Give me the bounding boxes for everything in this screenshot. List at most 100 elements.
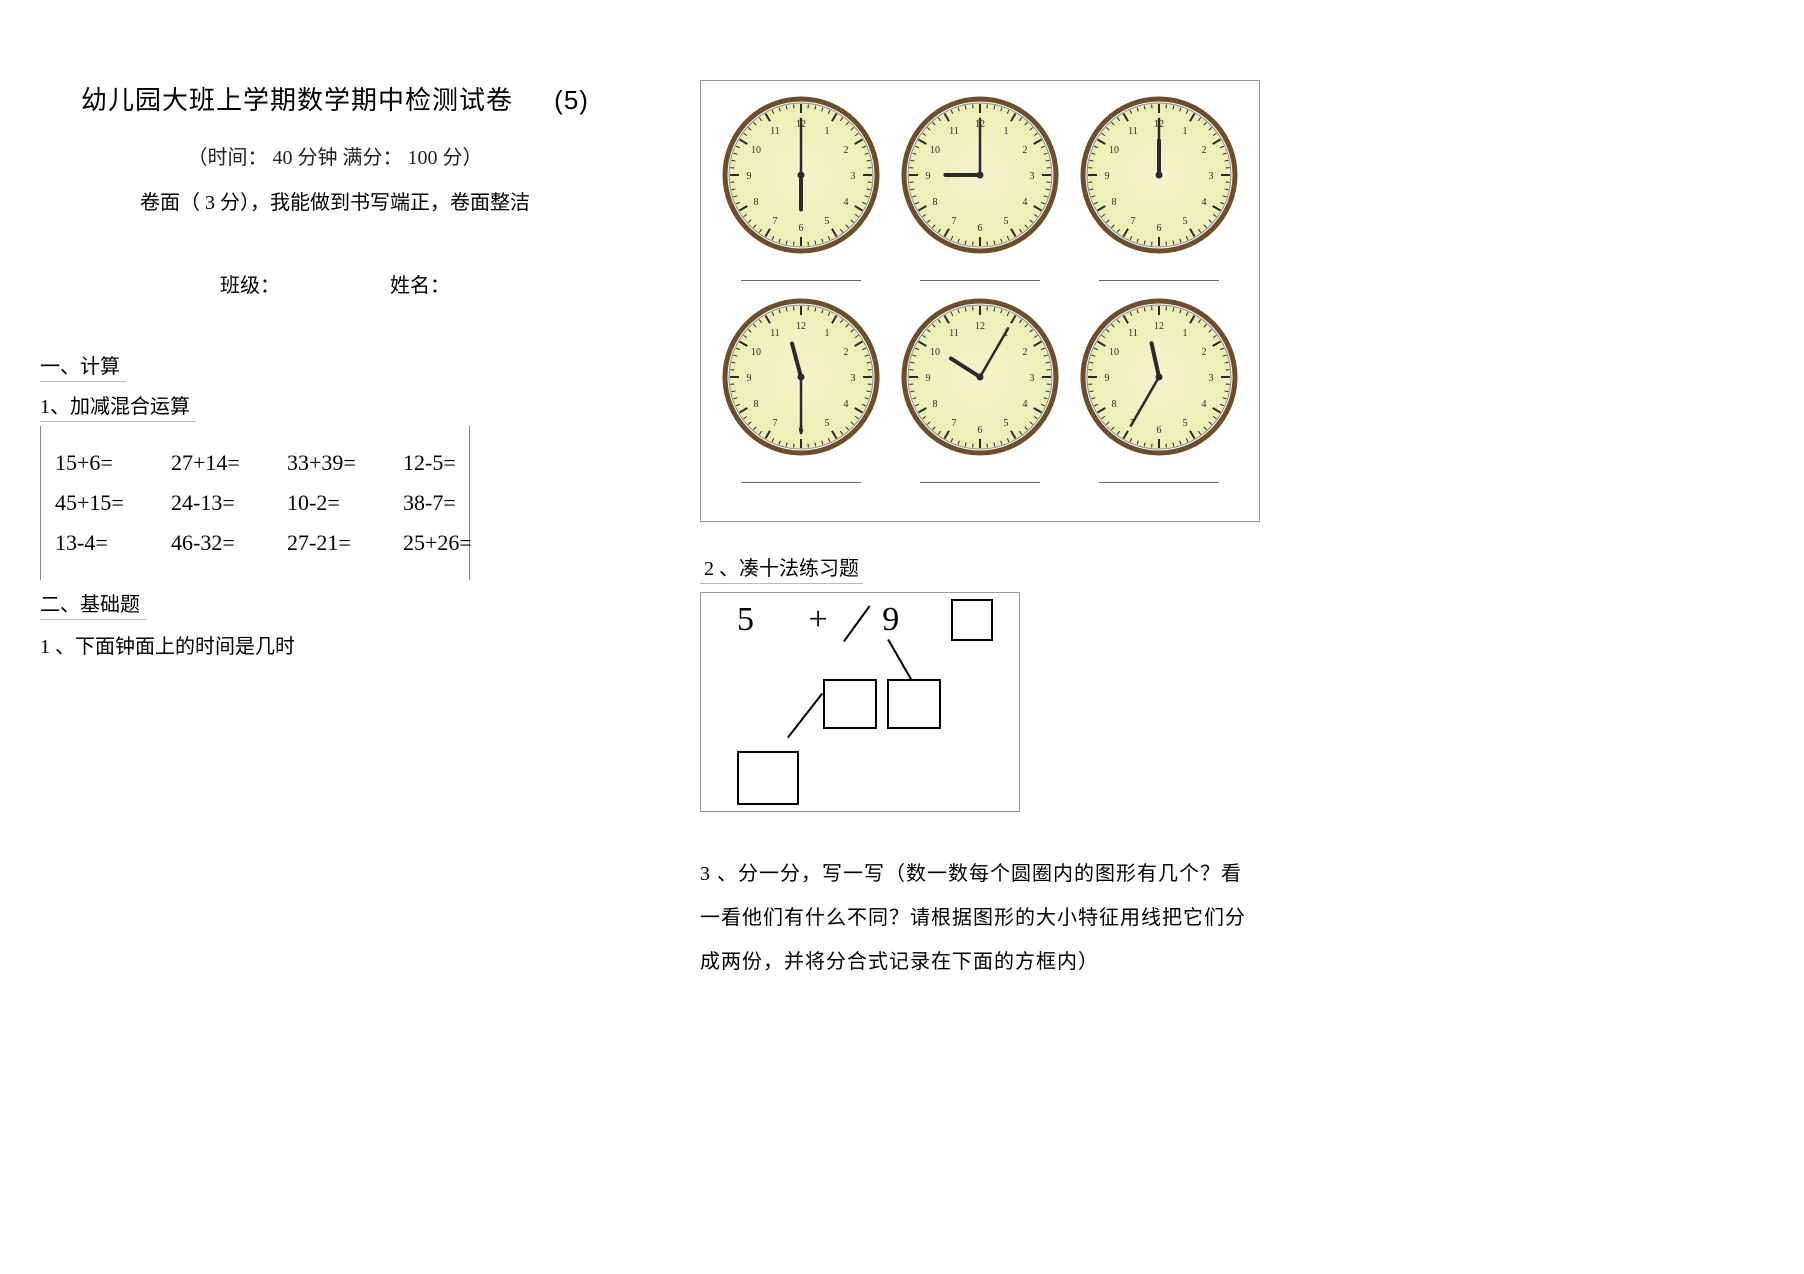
class-label: 班级： bbox=[220, 269, 280, 298]
svg-text:5: 5 bbox=[1003, 216, 1008, 227]
svg-text:3: 3 bbox=[850, 373, 855, 384]
answer-box bbox=[887, 679, 941, 729]
split-line bbox=[887, 639, 912, 680]
question-maketen-label: 2 、凑十法练习题 bbox=[700, 550, 863, 584]
arith-cell: 27+14= bbox=[171, 450, 257, 476]
svg-text:1: 1 bbox=[1183, 126, 1188, 137]
svg-text:11: 11 bbox=[949, 328, 959, 339]
svg-text:4: 4 bbox=[1023, 197, 1028, 208]
question-3-text: 3 、分一分，写一写（数一数每个圆圈内的图形有几个？看一看他们有什么不同？请根据… bbox=[700, 852, 1260, 984]
svg-text:12: 12 bbox=[796, 321, 806, 332]
arith-cell: 15+6= bbox=[55, 450, 141, 476]
svg-text:9: 9 bbox=[746, 171, 751, 182]
clock-cell: 123456789101112 bbox=[900, 297, 1060, 493]
svg-text:10: 10 bbox=[930, 145, 940, 156]
clock-icon: 123456789101112 bbox=[721, 95, 881, 255]
arith-row: 45+15=24-13=10-2=38-7= bbox=[55, 490, 455, 516]
svg-text:7: 7 bbox=[951, 216, 956, 227]
svg-text:10: 10 bbox=[751, 145, 761, 156]
title-text: 幼儿园大班上学期数学期中检测试卷 bbox=[81, 85, 513, 115]
svg-text:5: 5 bbox=[824, 216, 829, 227]
svg-text:11: 11 bbox=[770, 328, 780, 339]
clock-cell: 123456789101112 bbox=[721, 297, 881, 493]
arith-cell: 12-5= bbox=[403, 450, 489, 476]
plus-sign: + bbox=[809, 601, 830, 638]
svg-text:9: 9 bbox=[1105, 373, 1110, 384]
svg-text:2: 2 bbox=[843, 347, 848, 358]
svg-text:1: 1 bbox=[1183, 328, 1188, 339]
svg-text:4: 4 bbox=[1202, 197, 1207, 208]
svg-text:5: 5 bbox=[1003, 418, 1008, 429]
svg-text:12: 12 bbox=[975, 321, 985, 332]
svg-text:11: 11 bbox=[1128, 126, 1138, 137]
clock-icon: 123456789101112 bbox=[1079, 95, 1239, 255]
neatness-line: 卷面（ 3 分），我能做到书写端正，卷面整洁 bbox=[40, 186, 630, 215]
clock-answer-line bbox=[920, 482, 1040, 483]
question-clock-label: 1 、下面钟面上的时间是几时 bbox=[40, 630, 630, 659]
clock-icon: 123456789101112 bbox=[900, 95, 1060, 255]
worksheet-title: 幼儿园大班上学期数学期中检测试卷 (5) bbox=[40, 80, 630, 117]
clock-cell: 123456789101112 bbox=[900, 95, 1060, 291]
svg-text:10: 10 bbox=[930, 347, 940, 358]
arith-cell: 38-7= bbox=[403, 490, 489, 516]
maketen-expression: 5 + 9 bbox=[737, 601, 901, 639]
svg-text:3: 3 bbox=[1029, 373, 1034, 384]
answer-box bbox=[951, 599, 993, 641]
clocks-panel: 123456789101112 123456789101112 12345678… bbox=[700, 80, 1260, 522]
addend-b: 9 bbox=[882, 601, 901, 638]
clock-answer-line bbox=[741, 482, 861, 483]
svg-text:2: 2 bbox=[1202, 145, 1207, 156]
clock-row: 123456789101112 123456789101112 12345678… bbox=[711, 95, 1249, 291]
svg-text:4: 4 bbox=[843, 197, 848, 208]
arith-row: 15+6=27+14=33+39=12-5= bbox=[55, 450, 455, 476]
svg-text:12: 12 bbox=[1154, 321, 1164, 332]
arith-cell: 46-32= bbox=[171, 530, 257, 556]
svg-text:6: 6 bbox=[977, 425, 982, 436]
split-line bbox=[787, 693, 823, 738]
svg-text:7: 7 bbox=[772, 418, 777, 429]
arith-cell: 13-4= bbox=[55, 530, 141, 556]
svg-text:4: 4 bbox=[843, 399, 848, 410]
svg-text:11: 11 bbox=[770, 126, 780, 137]
svg-text:8: 8 bbox=[1112, 399, 1117, 410]
svg-text:9: 9 bbox=[925, 373, 930, 384]
title-suffix: (5) bbox=[554, 85, 589, 115]
time-score-line: （时间： 40 分钟 满分： 100 分） bbox=[40, 141, 630, 170]
answer-box bbox=[823, 679, 877, 729]
svg-text:8: 8 bbox=[932, 399, 937, 410]
svg-text:9: 9 bbox=[746, 373, 751, 384]
svg-text:8: 8 bbox=[932, 197, 937, 208]
svg-text:7: 7 bbox=[951, 418, 956, 429]
clock-icon: 123456789101112 bbox=[1079, 297, 1239, 457]
clock-cell: 123456789101112 bbox=[1079, 297, 1239, 493]
svg-text:2: 2 bbox=[843, 145, 848, 156]
left-column: 幼儿园大班上学期数学期中检测试卷 (5) （时间： 40 分钟 满分： 100 … bbox=[0, 0, 670, 659]
svg-text:2: 2 bbox=[1023, 347, 1028, 358]
arith-cell: 25+26= bbox=[403, 530, 489, 556]
arith-cell: 10-2= bbox=[287, 490, 373, 516]
maketen-diagram: 5 + 9 bbox=[700, 592, 1020, 812]
svg-text:11: 11 bbox=[949, 126, 959, 137]
svg-text:6: 6 bbox=[977, 223, 982, 234]
svg-text:2: 2 bbox=[1202, 347, 1207, 358]
arith-cell: 24-13= bbox=[171, 490, 257, 516]
section-1-heading: 一、计算 bbox=[40, 348, 126, 382]
svg-text:5: 5 bbox=[1183, 418, 1188, 429]
svg-text:1: 1 bbox=[824, 126, 829, 137]
svg-text:10: 10 bbox=[751, 347, 761, 358]
arith-cell: 27-21= bbox=[287, 530, 373, 556]
answer-box bbox=[737, 751, 799, 805]
arith-cell: 45+15= bbox=[55, 490, 141, 516]
svg-text:8: 8 bbox=[753, 197, 758, 208]
name-label: 姓名： bbox=[390, 269, 450, 298]
arithmetic-block: 15+6=27+14=33+39=12-5=45+15=24-13=10-2=3… bbox=[40, 426, 470, 580]
clock-answer-line bbox=[1099, 280, 1219, 281]
svg-text:7: 7 bbox=[1131, 216, 1136, 227]
clock-icon: 123456789101112 bbox=[900, 297, 1060, 457]
svg-text:9: 9 bbox=[1105, 171, 1110, 182]
class-name-row: 班级： 姓名： bbox=[40, 269, 630, 298]
clock-cell: 123456789101112 bbox=[1079, 95, 1239, 291]
clock-answer-line bbox=[920, 280, 1040, 281]
svg-text:6: 6 bbox=[798, 223, 803, 234]
svg-text:7: 7 bbox=[772, 216, 777, 227]
